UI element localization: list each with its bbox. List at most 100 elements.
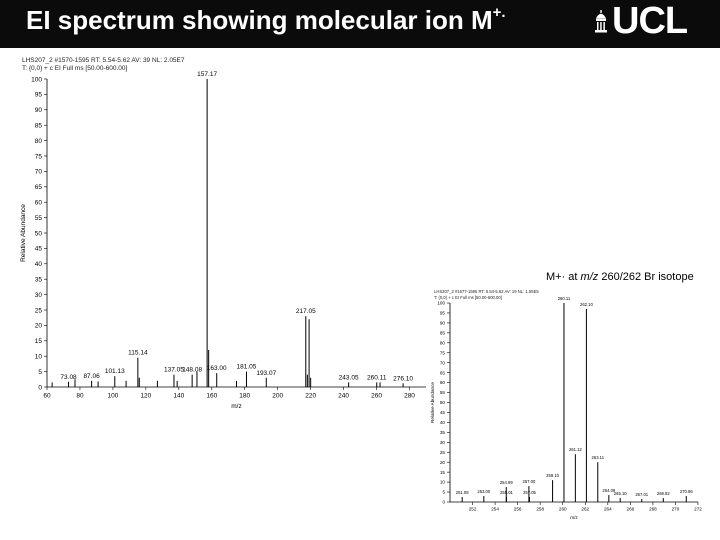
main-peak-label: 276.10 (393, 375, 413, 382)
inset-y-tick-label: 25 (440, 450, 446, 455)
inset-x-tick-label: 270 (672, 507, 680, 512)
inset-x-tick-label: 254 (491, 507, 499, 512)
inset-y-tick-label: 65 (440, 370, 446, 375)
inset-y-tick-label: 75 (440, 350, 446, 355)
slide-header: EI spectrum showing molecular ion M+. UC… (0, 0, 720, 48)
inset-caption-mz: m/z (580, 271, 599, 283)
main-peak-label: 157.17 (197, 71, 217, 78)
main-y-tick-label: 15 (35, 338, 43, 345)
main-peak-label: 163.00 (207, 365, 227, 372)
inset-peak-label: 267.01 (635, 492, 648, 497)
main-y-tick-label: 35 (35, 276, 43, 283)
main-y-tick-label: 50 (35, 230, 43, 237)
main-header-line: LHS207_2 #1570-1595 RT: 5.54-5.62 AV: 39… (22, 57, 185, 64)
inset-y-axis-label: Relative Abundance (430, 382, 435, 423)
inset-y-tick-label: 0 (442, 500, 445, 505)
inset-y-tick-label: 40 (440, 420, 446, 425)
main-y-tick-label: 45 (35, 246, 43, 253)
inset-peak-label: 270.96 (680, 489, 693, 494)
main-y-tick-label: 85 (35, 122, 43, 129)
ucl-logo-text: UCL (612, 0, 688, 42)
main-x-tick-label: 220 (305, 393, 316, 400)
main-peak-label: 181.05 (237, 364, 257, 371)
inset-y-tick-label: 5 (442, 490, 445, 495)
main-y-tick-label: 60 (35, 199, 43, 206)
main-x-tick-label: 140 (173, 393, 184, 400)
inset-y-tick-label: 20 (440, 460, 446, 465)
main-peak-label: 101.13 (105, 368, 125, 375)
inset-y-tick-label: 80 (440, 340, 446, 345)
inset-caption-prefix: M+· at (546, 271, 581, 283)
inset-peak-label: 264.09 (602, 488, 615, 493)
inset-x-axis-label: m/z (570, 515, 578, 520)
inset-y-tick-label: 90 (440, 321, 446, 326)
main-y-tick-label: 40 (35, 261, 43, 268)
inset-peak-label: 261.12 (569, 447, 582, 452)
main-peak-label: 193.07 (256, 370, 276, 377)
inset-x-tick-label: 268 (649, 507, 657, 512)
slide-title-superscript: +. (492, 4, 506, 22)
inset-y-tick-label: 35 (440, 430, 446, 435)
inset-y-tick-label: 95 (440, 311, 446, 316)
main-x-axis-label: m/z (231, 403, 241, 410)
inset-caption: M+· at m/z 260/262 Br isotope (546, 271, 694, 283)
main-y-axis-label: Relative Abundance (20, 204, 27, 262)
inset-y-tick-label: 85 (440, 330, 446, 335)
inset-peak-label: 254.99 (500, 480, 513, 485)
main-header-line: T: {0,0} + c EI Full ms [50.00-600.00] (22, 65, 128, 72)
inset-x-tick-label: 272 (694, 507, 702, 512)
inset-y-tick-label: 30 (440, 440, 446, 445)
main-x-tick-label: 120 (140, 393, 151, 400)
main-y-tick-label: 95 (35, 92, 43, 99)
inset-header-line: T: {0,0} + c EI Full ms [50.00-600.00] (434, 295, 502, 300)
slide-title-text: EI spectrum showing molecular ion M (26, 5, 493, 35)
inset-peak-label: 263.11 (592, 455, 605, 460)
main-y-tick-label: 0 (38, 384, 42, 391)
main-x-tick-label: 200 (272, 393, 283, 400)
main-x-tick-label: 240 (338, 393, 349, 400)
main-ei-spectrum: LHS207_2 #1570-1595 RT: 5.54-5.62 AV: 39… (20, 57, 426, 410)
inset-caption-suffix: 260/262 Br isotope (598, 271, 694, 283)
main-peak-label: 217.05 (296, 308, 316, 315)
inset-x-tick-label: 266 (627, 507, 635, 512)
main-y-tick-label: 65 (35, 184, 43, 191)
main-y-tick-label: 30 (35, 292, 43, 299)
inset-y-tick-label: 55 (440, 390, 446, 395)
main-y-tick-label: 5 (38, 369, 42, 376)
inset-y-tick-label: 70 (440, 360, 446, 365)
inset-x-tick-label: 264 (604, 507, 612, 512)
main-x-tick-label: 280 (404, 393, 415, 400)
main-y-tick-label: 55 (35, 215, 43, 222)
inset-peak-label: 259.10 (546, 473, 559, 478)
inset-header-line: LHS207_2 #1577-1595 RT: 5.54-5.62 AV: 19… (434, 289, 539, 294)
main-y-tick-label: 100 (31, 76, 42, 83)
main-x-tick-label: 160 (206, 393, 217, 400)
inset-peak-label: 255.01 (500, 490, 513, 495)
inset-peak-label: 251.08 (456, 490, 469, 495)
inset-x-tick-label: 262 (581, 507, 589, 512)
main-y-tick-label: 25 (35, 307, 43, 314)
inset-y-tick-label: 10 (440, 480, 446, 485)
inset-y-tick-label: 50 (440, 400, 446, 405)
main-x-tick-label: 100 (107, 393, 118, 400)
inset-y-tick-label: 45 (440, 410, 446, 415)
slide-title: EI spectrum showing molecular ion M+. (26, 4, 506, 36)
inset-x-tick-label: 260 (559, 507, 567, 512)
main-y-tick-label: 70 (35, 169, 43, 176)
inset-peak-label: 253.00 (477, 489, 490, 494)
inset-peak-label: 257.05 (523, 490, 536, 495)
inset-peak-label: 257.00 (523, 479, 536, 484)
main-peak-label: 73.08 (60, 374, 77, 381)
inset-y-tick-label: 60 (440, 380, 446, 385)
portico-dome-icon (595, 10, 607, 33)
inset-x-tick-label: 258 (536, 507, 544, 512)
main-x-tick-label: 260 (371, 393, 382, 400)
main-peak-label: 137.05 (164, 367, 184, 374)
main-peak-label: 243.05 (339, 374, 359, 381)
main-x-tick-label: 180 (239, 393, 250, 400)
main-y-tick-label: 90 (35, 107, 43, 114)
inset-y-tick-label: 15 (440, 470, 446, 475)
inset-peak-label: 268.92 (657, 491, 670, 496)
main-y-tick-label: 10 (35, 353, 43, 360)
main-y-tick-label: 80 (35, 138, 43, 145)
